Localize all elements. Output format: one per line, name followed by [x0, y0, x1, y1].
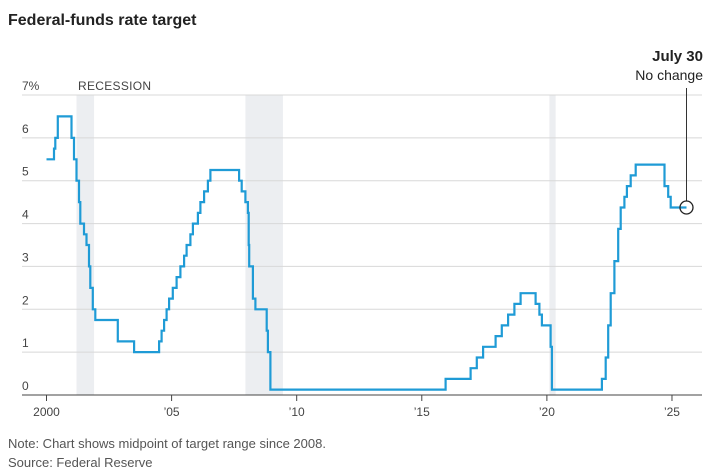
recession-label: RECESSION: [78, 79, 151, 93]
y-tick-label-7: 7%: [22, 79, 40, 93]
x-tick-label-2000: 2000: [33, 405, 60, 419]
y-tick-label-2: 2: [22, 293, 29, 307]
annotation-text: No change: [635, 67, 703, 83]
recession-band-3: [549, 95, 556, 395]
y-tick-label-5: 5: [22, 165, 29, 179]
chart-source: Source: Federal Reserve: [8, 455, 153, 470]
chart-note: Note: Chart shows midpoint of target ran…: [8, 436, 326, 451]
annotation-date: July 30: [652, 48, 703, 65]
y-tick-label-1: 1: [22, 336, 29, 350]
series-line-1: [46, 115, 687, 391]
y-tick-label-6: 6: [22, 122, 29, 136]
gridlines: [22, 94, 702, 396]
annotation: July 30 No change: [635, 48, 703, 215]
recession-band-2: [245, 95, 283, 395]
series-layer: [46, 115, 687, 391]
y-axis-ticks: 7% 6 5 4 3 2 1 0: [22, 79, 40, 393]
recession-bands: [76, 95, 556, 395]
x-tick-label-2025: ’25: [664, 405, 680, 419]
y-tick-label-0: 0: [22, 379, 29, 393]
x-tick-label-2015: ’15: [414, 405, 430, 419]
x-tick-label-2010: ’10: [289, 405, 305, 419]
annotation-marker: [679, 200, 694, 215]
x-tick-label-2005: ’05: [164, 405, 180, 419]
y-tick-label-3: 3: [22, 250, 29, 264]
chart-title: Federal-funds rate target: [8, 12, 197, 29]
y-tick-label-4: 4: [22, 208, 29, 222]
x-axis: 2000 ’05 ’10 ’15 ’20 ’25: [33, 395, 680, 419]
x-tick-label-2020: ’20: [539, 405, 555, 419]
recession-band-1: [76, 95, 95, 395]
